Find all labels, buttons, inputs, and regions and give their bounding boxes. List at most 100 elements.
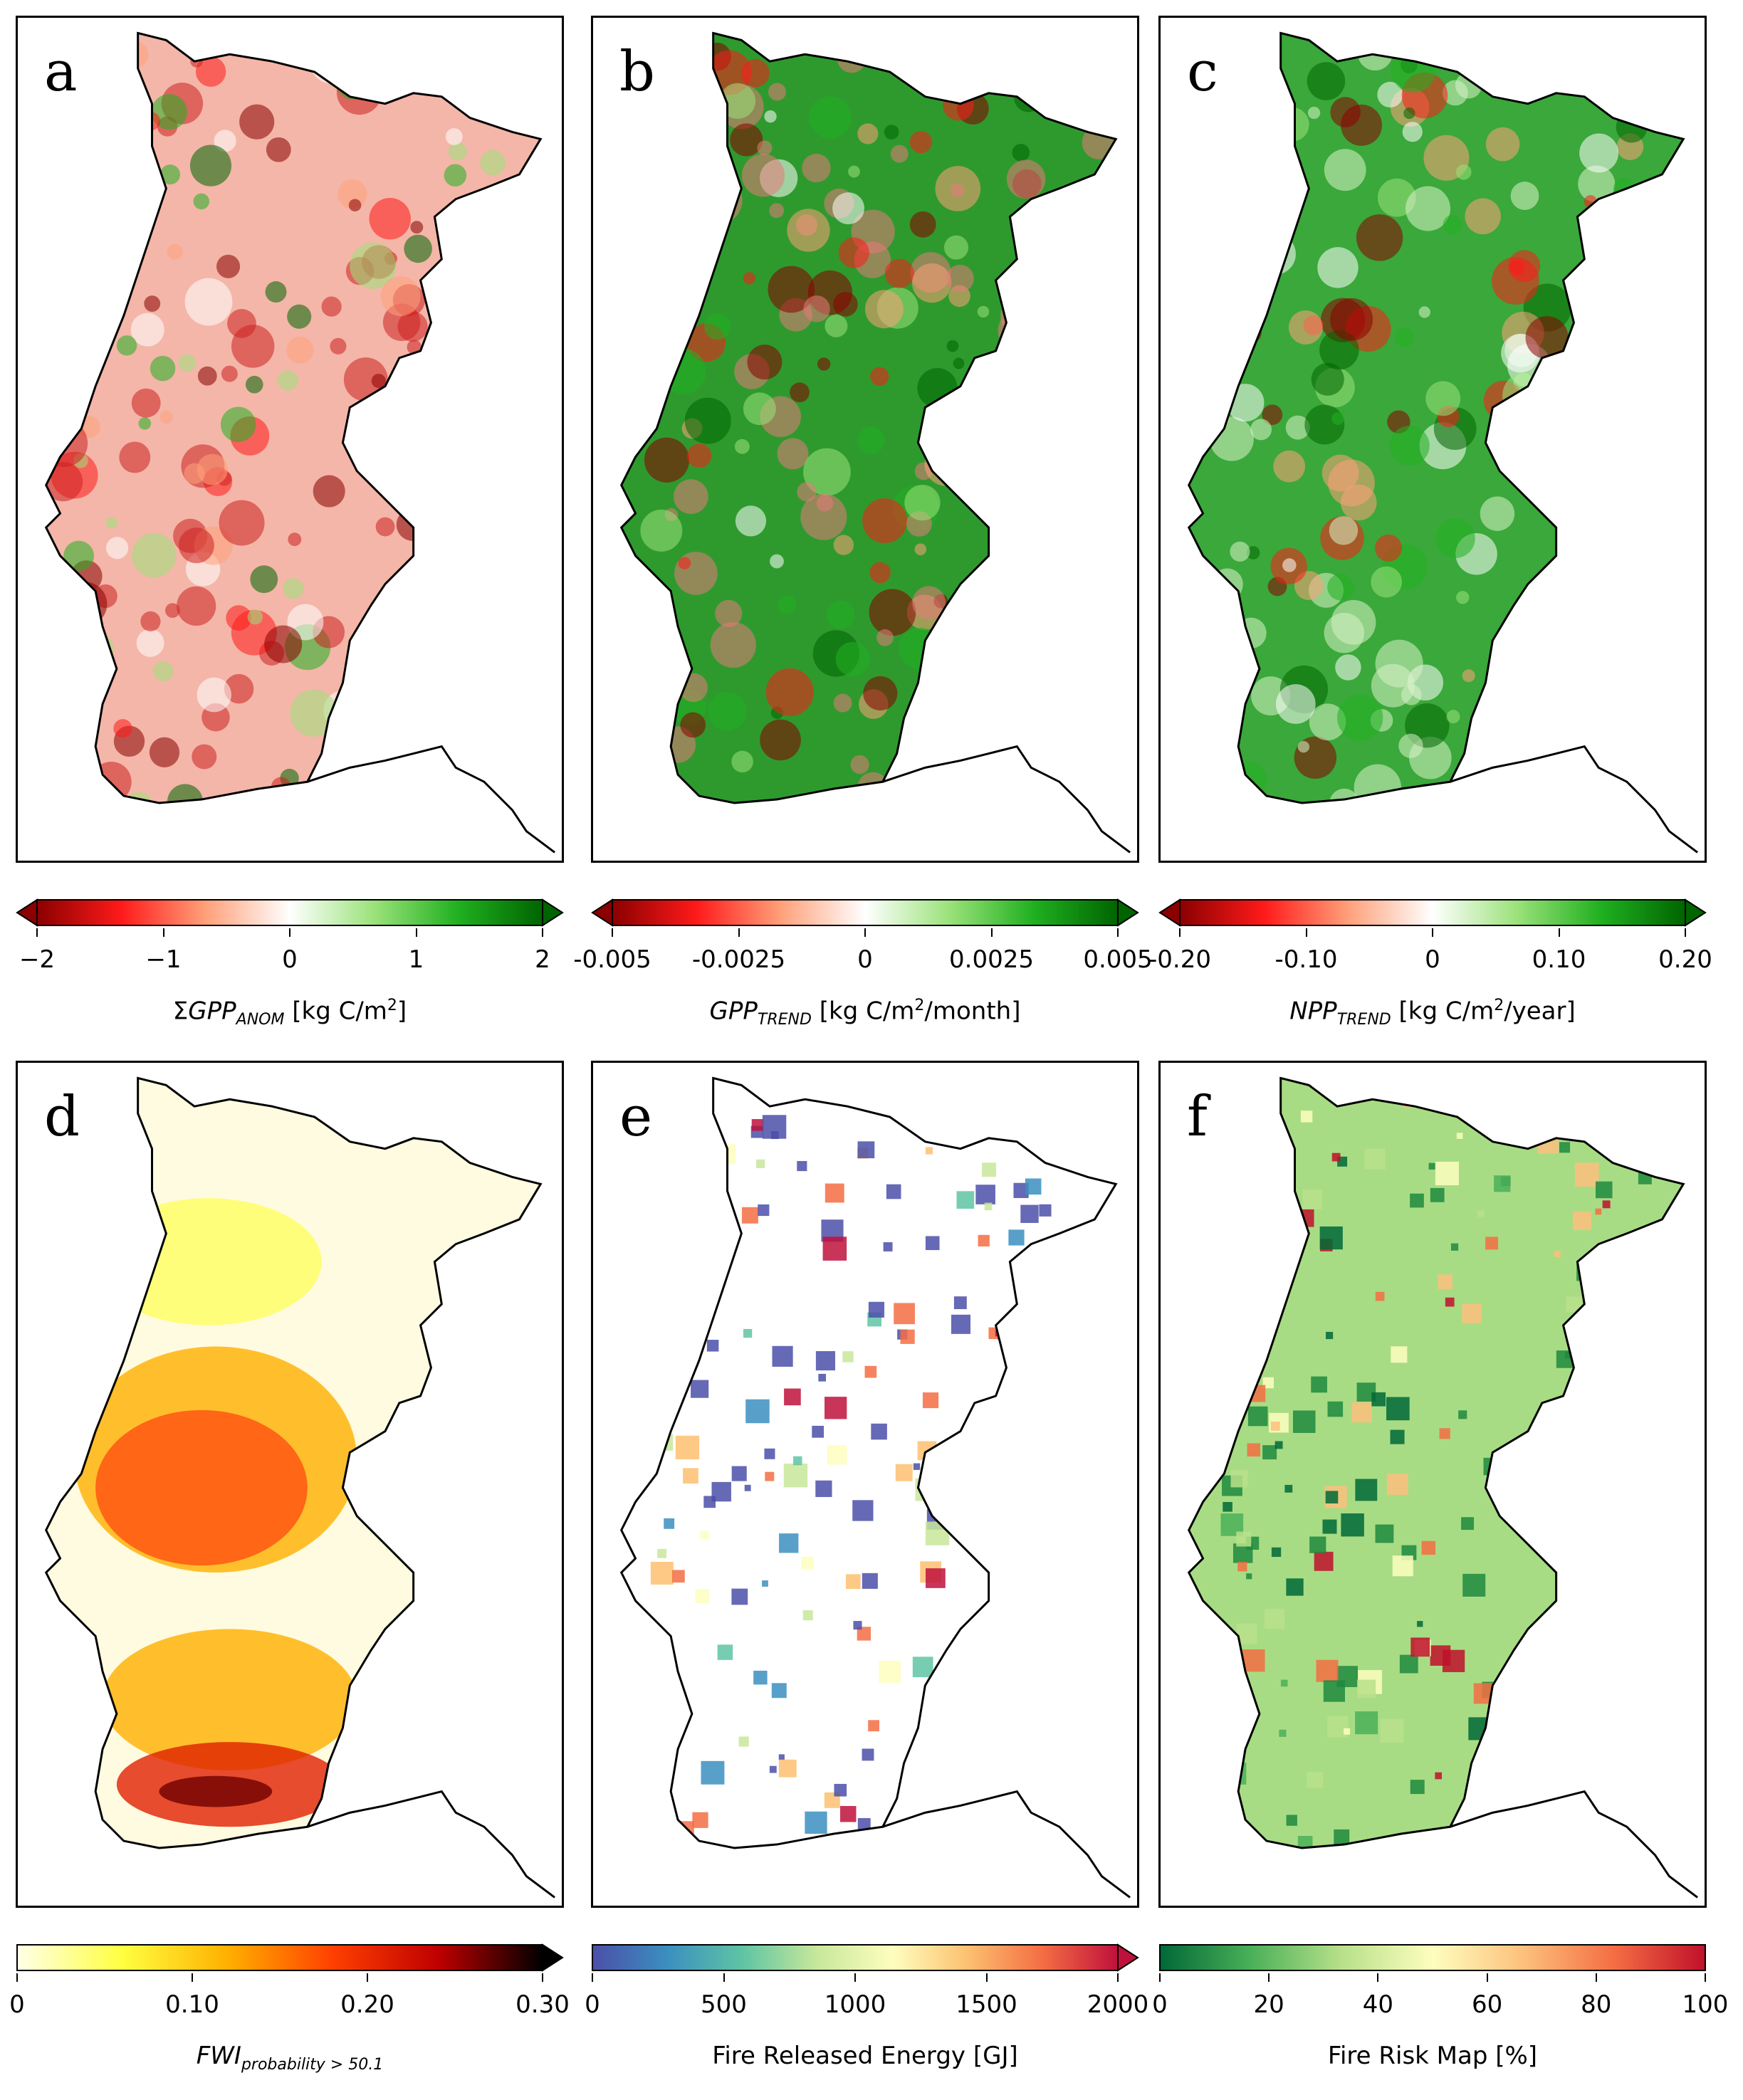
map-cell	[769, 203, 785, 219]
colorbar	[16, 1943, 564, 1972]
colorbar	[1158, 898, 1707, 927]
map-cell	[1324, 149, 1366, 191]
map-cell	[1602, 1200, 1611, 1209]
map-cell	[797, 1160, 807, 1172]
map-cell	[1300, 1111, 1313, 1123]
map-cell	[1322, 1519, 1337, 1534]
map-cell	[827, 1445, 847, 1465]
map-cell	[290, 689, 337, 737]
map-cell	[1455, 164, 1472, 180]
map-cell	[1421, 1540, 1436, 1555]
map-cell	[923, 1128, 936, 1140]
map-cell	[1317, 247, 1359, 288]
map-cell	[973, 761, 1005, 792]
colorbar-label: NPPTREND [kg C/m2/year]	[1289, 997, 1576, 1029]
colorbar-label: Fire Released Energy [GJ]	[712, 2042, 1018, 2070]
map-cell	[1450, 1243, 1459, 1251]
map-cell	[698, 135, 713, 150]
map-cell	[50, 794, 78, 803]
map-cell	[1667, 1348, 1676, 1358]
map-cell	[1212, 1321, 1223, 1331]
map-cell	[483, 233, 498, 248]
map-cell	[1445, 1297, 1455, 1307]
map-cell	[1066, 765, 1083, 782]
map-cell	[657, 239, 704, 287]
map-cell	[407, 450, 450, 493]
map-cell	[943, 89, 974, 121]
map-cell	[1331, 1153, 1341, 1162]
map-cell	[704, 313, 731, 340]
map-cell	[184, 463, 205, 484]
map-cell	[46, 462, 83, 502]
map-cell	[72, 346, 89, 362]
colorbar-tick	[542, 1973, 543, 1982]
colorbar-tick-label: 0.20	[1658, 945, 1712, 974]
map-cell	[894, 1303, 915, 1325]
map-cell	[650, 1561, 674, 1585]
map-cell	[396, 392, 415, 411]
map-cell	[192, 744, 217, 770]
map-cell	[1637, 1787, 1659, 1809]
map-cell	[1391, 48, 1436, 93]
map-cell	[859, 1831, 883, 1848]
map-cell	[1327, 574, 1354, 601]
map-cell	[383, 710, 396, 723]
map-cell	[764, 1448, 775, 1459]
map-cell	[1607, 1599, 1618, 1610]
map-cell	[1067, 276, 1104, 315]
map-cell	[85, 288, 100, 304]
map-cell	[913, 1463, 921, 1470]
map-cell	[1572, 1713, 1584, 1725]
map-cell	[1555, 1568, 1574, 1586]
colorbar-tick	[723, 1973, 725, 1982]
coastline-spain	[882, 745, 1131, 854]
map-cell	[1605, 510, 1653, 558]
map-cell	[1380, 1718, 1404, 1743]
map-cell	[1578, 165, 1616, 203]
map-cell	[1337, 694, 1383, 741]
map-cell	[958, 1632, 978, 1653]
coastline-spain	[1450, 1790, 1698, 1899]
map-cell	[231, 325, 275, 368]
map-cell	[1485, 1768, 1495, 1779]
map-cell	[1616, 751, 1631, 765]
colorbar-tick-label: 0	[9, 1990, 25, 2019]
map-cell	[219, 500, 265, 546]
map-cell	[731, 750, 753, 773]
map-cell	[764, 110, 777, 123]
map-cell	[1549, 1664, 1574, 1688]
map-cell	[113, 719, 132, 738]
map-cell	[869, 589, 916, 636]
map-cell	[350, 242, 397, 289]
map-cell	[886, 1184, 901, 1199]
panel-b: b -0.005 -0.0025 0 0.0025 0.005 GPPTREND [kg C…	[573, 16, 1153, 1055]
map-cell	[912, 1657, 933, 1678]
map-cell	[857, 426, 885, 454]
map-cell	[1213, 305, 1230, 322]
map-cell	[1240, 321, 1262, 344]
map-cell	[992, 65, 1017, 90]
map-cell	[1215, 347, 1239, 370]
map-cell	[149, 737, 180, 767]
coastline-spain	[882, 1790, 1131, 1899]
map-cell	[1341, 104, 1383, 146]
map-cell	[664, 1518, 675, 1529]
colorbar-tick	[162, 928, 164, 937]
map-cell	[271, 786, 305, 803]
map-cell	[424, 355, 465, 396]
map-cell	[448, 529, 480, 561]
map-cell	[1606, 557, 1637, 587]
map-cell	[1510, 182, 1539, 210]
map-cell	[70, 339, 89, 359]
map-cell	[1565, 350, 1582, 367]
map-cell	[656, 1778, 666, 1789]
map-frame	[16, 16, 564, 863]
map-cell	[833, 693, 852, 713]
map-cell	[870, 367, 889, 386]
map-cell	[132, 532, 177, 578]
map-cell	[193, 193, 210, 210]
colorbar-label: GPPTREND [kg C/m2/month]	[709, 997, 1021, 1029]
map-cell	[247, 609, 263, 625]
map-cell	[327, 786, 353, 803]
map-cell	[1375, 1291, 1385, 1301]
